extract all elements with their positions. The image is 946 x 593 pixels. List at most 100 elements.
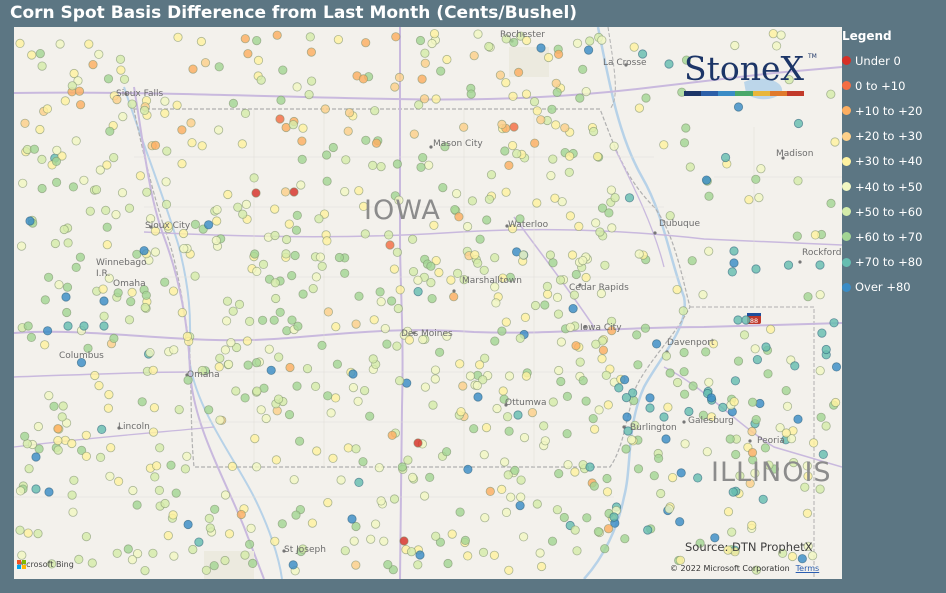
station-dot[interactable] — [276, 95, 286, 105]
station-dot[interactable] — [750, 468, 760, 478]
station-dot[interactable] — [481, 422, 492, 433]
station-dot[interactable] — [115, 54, 126, 64]
station-dot[interactable] — [676, 468, 686, 478]
station-dot[interactable] — [389, 264, 399, 274]
station-dot[interactable] — [61, 418, 72, 428]
station-dot[interactable] — [253, 55, 264, 66]
station-dot[interactable] — [182, 451, 192, 461]
station-dot[interactable] — [204, 513, 214, 523]
station-dot[interactable] — [291, 225, 302, 235]
station-dot[interactable] — [467, 196, 477, 206]
station-dot[interactable] — [521, 371, 532, 381]
station-dot[interactable] — [240, 34, 250, 44]
station-dot[interactable] — [698, 290, 708, 300]
station-dot[interactable] — [67, 490, 77, 500]
station-dot[interactable] — [532, 106, 542, 116]
station-dot[interactable] — [815, 366, 825, 376]
station-dot[interactable] — [507, 141, 518, 151]
station-dot[interactable] — [685, 162, 695, 172]
station-dot[interactable] — [765, 324, 776, 334]
station-dot[interactable] — [340, 268, 350, 278]
station-dot[interactable] — [81, 430, 91, 440]
station-dot[interactable] — [633, 360, 643, 370]
station-dot[interactable] — [297, 154, 307, 164]
station-dot[interactable] — [640, 323, 651, 333]
station-dot[interactable] — [111, 210, 121, 220]
station-dot[interactable] — [302, 363, 313, 374]
station-dot[interactable] — [539, 421, 549, 431]
station-dot[interactable] — [463, 551, 473, 561]
station-dot[interactable] — [554, 468, 564, 479]
station-dot[interactable] — [242, 336, 252, 346]
station-dot[interactable] — [520, 312, 530, 322]
station-dot[interactable] — [793, 118, 804, 129]
station-dot[interactable] — [751, 174, 761, 184]
station-dot[interactable] — [238, 209, 248, 219]
station-dot[interactable] — [390, 82, 400, 92]
station-dot[interactable] — [619, 375, 630, 385]
station-dot[interactable] — [504, 371, 515, 381]
station-dot[interactable] — [449, 292, 459, 302]
station-dot[interactable] — [460, 535, 470, 546]
station-dot[interactable] — [227, 461, 237, 471]
station-dot[interactable] — [747, 447, 758, 458]
station-dot[interactable] — [701, 347, 711, 357]
station-dot[interactable] — [447, 529, 457, 539]
station-dot[interactable] — [67, 438, 77, 449]
station-dot[interactable] — [562, 429, 572, 439]
station-dot[interactable] — [509, 37, 519, 47]
station-dot[interactable] — [67, 81, 77, 91]
station-dot[interactable] — [557, 197, 567, 207]
station-dot[interactable] — [284, 409, 295, 420]
station-dot[interactable] — [413, 438, 423, 448]
station-dot[interactable] — [409, 129, 419, 139]
station-dot[interactable] — [317, 340, 327, 350]
station-dot[interactable] — [236, 509, 246, 520]
station-dot[interactable] — [270, 230, 280, 241]
station-dot[interactable] — [758, 494, 768, 504]
station-dot[interactable] — [548, 397, 558, 407]
station-dot[interactable] — [258, 315, 268, 325]
station-dot[interactable] — [183, 375, 193, 385]
station-dot[interactable] — [552, 505, 563, 515]
station-dot[interactable] — [87, 558, 97, 568]
station-dot[interactable] — [497, 484, 507, 494]
station-dot[interactable] — [15, 38, 25, 48]
station-dot[interactable] — [451, 189, 462, 199]
station-dot[interactable] — [581, 86, 591, 97]
station-dot[interactable] — [123, 544, 133, 554]
station-dot[interactable] — [480, 353, 490, 363]
station-dot[interactable] — [830, 137, 840, 147]
station-dot[interactable] — [504, 565, 514, 575]
station-dot[interactable] — [680, 439, 690, 449]
station-dot[interactable] — [420, 382, 430, 392]
station-dot[interactable] — [49, 401, 59, 411]
station-dot[interactable] — [821, 344, 831, 355]
station-dot[interactable] — [150, 226, 160, 236]
station-dot[interactable] — [810, 230, 821, 240]
station-dot[interactable] — [341, 155, 351, 165]
station-dot[interactable] — [781, 385, 791, 396]
station-dot[interactable] — [269, 315, 279, 325]
station-dot[interactable] — [501, 507, 512, 517]
station-dot[interactable] — [99, 321, 109, 331]
station-dot[interactable] — [659, 140, 669, 150]
station-dot[interactable] — [568, 303, 578, 314]
station-dot[interactable] — [369, 315, 379, 325]
station-dot[interactable] — [751, 565, 762, 575]
station-dot[interactable] — [314, 214, 324, 224]
station-dot[interactable] — [272, 30, 282, 40]
station-dot[interactable] — [403, 455, 413, 465]
station-dot[interactable] — [17, 241, 27, 251]
station-dot[interactable] — [231, 386, 241, 396]
station-dot[interactable] — [489, 550, 499, 560]
station-dot[interactable] — [169, 345, 179, 355]
station-dot[interactable] — [552, 292, 563, 302]
station-dot[interactable] — [570, 525, 580, 535]
station-dot[interactable] — [404, 335, 414, 345]
station-dot[interactable] — [392, 247, 402, 257]
station-dot[interactable] — [663, 402, 673, 412]
station-dot[interactable] — [288, 560, 298, 570]
station-dot[interactable] — [610, 193, 620, 203]
station-dot[interactable] — [348, 382, 358, 393]
